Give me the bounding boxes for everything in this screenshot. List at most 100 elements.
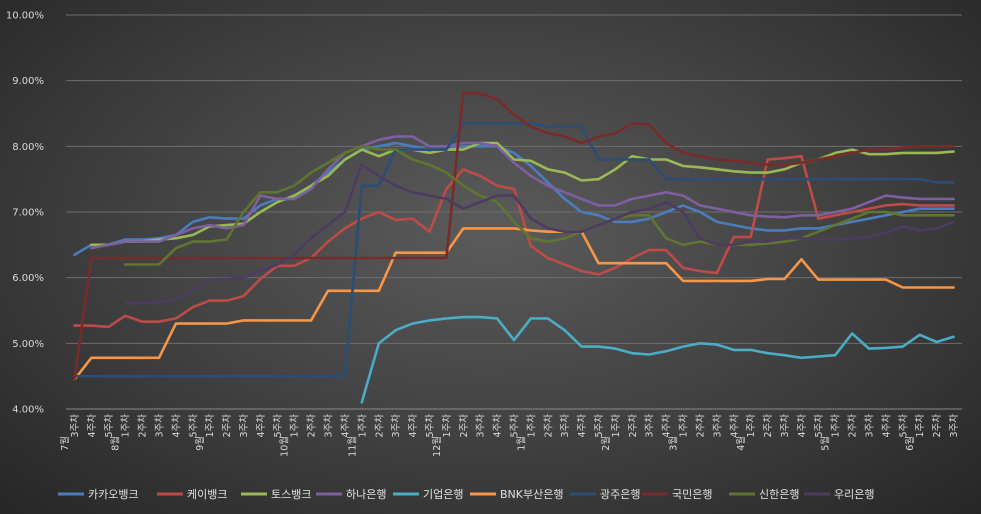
legend: 카카오뱅크 케이뱅크 토스뱅크 하나은행 기업은행 BNK부산은행 광주은행 국민은행 신한은행… [58,487,874,501]
x-tick-label: 1주차 [914,414,926,438]
x-tick-label: 4주차 [86,414,98,438]
x-tick-label: 4주차 [492,414,504,438]
legend-label: 케이뱅크 [187,488,227,501]
x-tick-label: 4주차 [255,414,267,438]
legend-item: 광주은행 [570,488,640,501]
y-tick-label: 4.00% [12,405,44,416]
x-tick-label: 1주차 [678,414,690,438]
month-label: 10월 [279,436,291,457]
y-tick-label: 5.00% [12,339,44,350]
gridlines [66,14,962,410]
legend-label: 기업은행 [423,488,463,501]
legend-label: 카카오뱅크 [88,488,139,501]
legend-item: 우리은행 [804,488,874,501]
series-line [73,122,955,378]
x-tick-label: 2주차 [306,414,318,438]
x-tick-label: 3주차 [69,414,81,438]
x-tick-label: 2주차 [931,414,943,438]
legend-item: 신한은행 [729,488,799,501]
month-label: 7월 [59,436,71,451]
month-label: 5월 [820,436,832,451]
x-tick-label: 4주차 [576,414,588,438]
x-tick-label: 3주차 [948,414,960,438]
x-tick-label: 5주차 [103,414,115,438]
x-tick-label: 2주차 [458,414,470,438]
series-lines [73,91,955,404]
x-tick-label: 3주차 [644,414,656,438]
month-label: 9월 [194,436,206,451]
series-line [73,91,955,381]
x-tick-label: 5주차 [272,414,284,438]
x-tick-label: 5주차 [593,414,605,438]
x-tick-label: 3주차 [864,414,876,438]
legend-label: 하나은행 [346,487,386,501]
x-tick-label: 1주차 [610,414,622,438]
x-tick-label: 1주차 [830,414,842,438]
x-tick-label: 4주차 [880,414,892,438]
x-tick-label: 5주차 [897,414,909,438]
month-label: 1월 [515,436,527,451]
x-tick-label: 1주차 [204,414,216,438]
legend-label: 국민은행 [672,488,712,501]
legend-item: 하나은행 [316,487,386,501]
month-label: 3월 [668,436,680,451]
x-tick-label: 3주차 [238,414,250,438]
legend-item: 기업은행 [393,488,463,501]
y-tick-label: 8.00% [12,142,44,153]
x-tick-label: 4주차 [661,414,673,438]
x-tick-label: 2주차 [373,414,385,438]
month-label: 8월 [110,436,122,451]
legend-label: 신한은행 [759,488,799,501]
x-tick-label: 4주차 [170,414,182,438]
series-line [73,227,955,381]
x-tick-label: 4주차 [339,414,351,438]
legend-item: BNK부산은행 [470,488,563,501]
x-tick-label: 4주차 [728,414,740,438]
x-tick-label: 3주차 [323,414,335,438]
x-tick-label: 1주차 [745,414,757,438]
x-tick-label: 3주차 [153,414,165,438]
x-tick-label: 4주차 [407,414,419,438]
x-tick-label: 2주차 [762,414,774,438]
legend-item: 카카오뱅크 [58,488,139,501]
x-tick-label: 5주차 [424,414,436,438]
x-tick-label: 5주차 [187,414,199,438]
x-tick-label: 2주차 [627,414,639,438]
month-label: 6월 [904,436,916,451]
x-tick-label: 3주차 [475,414,487,438]
x-tick-label: 1주차 [356,414,368,438]
x-tick-label: 2주차 [847,414,859,438]
x-tick-label: 2주차 [542,414,554,438]
y-tick-label: 9.00% [12,76,44,87]
series-line [123,163,955,306]
x-tick-label: 4주차 [796,414,808,438]
y-tick-label: 6.00% [12,273,44,284]
x-axis: 3주차 4주차 5주차 1주차 2주차 3주차 4주차 5주차 1주차 2주차 3주차 4주차 5주차 1… [59,414,960,457]
x-tick-label: 5주차 [509,414,521,438]
month-label: 2월 [600,436,612,451]
x-tick-label: 3주차 [779,414,791,438]
series-line [360,315,955,404]
month-label: 12월 [431,436,443,457]
x-tick-label: 1주차 [525,414,537,438]
y-axis: 4.00% 5.00% 6.00% 7.00% 8.00% 9.00% 10.00% [6,11,44,416]
x-tick-label: 2주차 [221,414,233,438]
legend-item: 케이뱅크 [157,488,227,501]
legend-label: BNK부산은행 [500,488,563,501]
x-tick-label: 2주차 [137,414,149,438]
y-tick-label: 7.00% [12,208,44,219]
y-tick-label: 10.00% [6,11,44,22]
x-tick-label: 2주차 [694,414,706,438]
month-label: 4월 [735,436,747,451]
x-tick-label: 3주차 [559,414,571,438]
x-tick-label: 1주차 [441,414,453,438]
legend-label: 광주은행 [600,488,640,501]
x-tick-label: 1주차 [289,414,301,438]
x-tick-label: 3주차 [711,414,723,438]
legend-label: 토스뱅크 [271,488,311,501]
series-line [73,141,955,256]
legend-item: 국민은행 [642,488,712,501]
series-line [123,145,955,266]
legend-item: 토스뱅크 [241,488,311,501]
